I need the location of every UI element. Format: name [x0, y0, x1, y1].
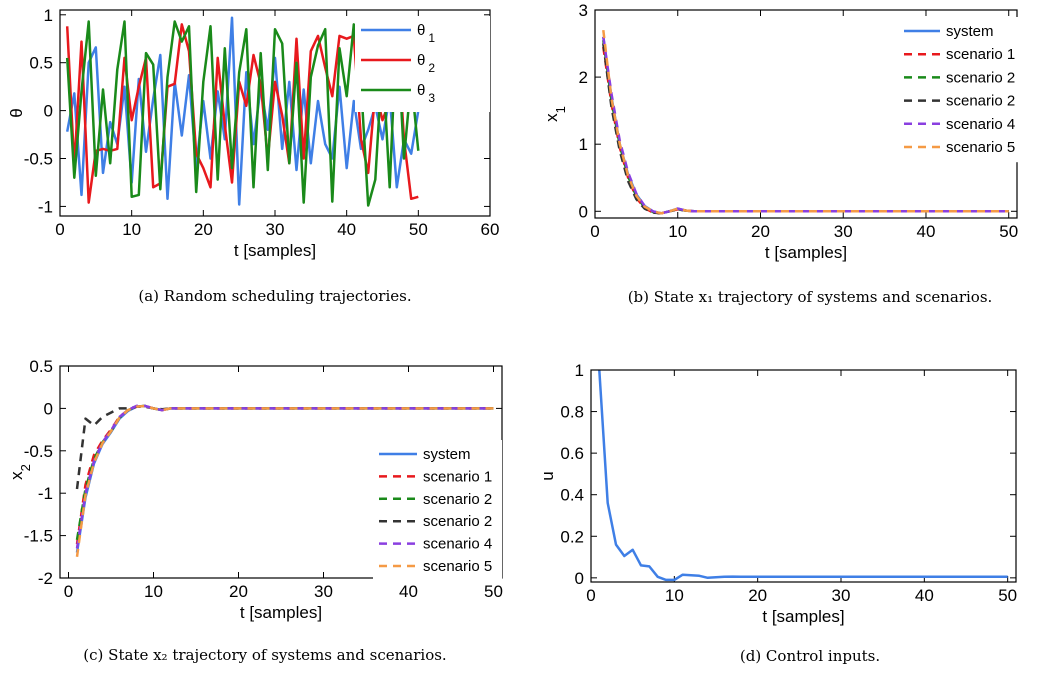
- legend-box: [355, 16, 490, 112]
- x-tick-label: 10: [122, 220, 141, 239]
- legend-entry: scenario 1: [423, 468, 492, 485]
- y-axis-label-subscript: 2: [18, 464, 33, 471]
- x-tick-label: 40: [915, 586, 934, 605]
- series-line-1: [598, 370, 1008, 582]
- legend-entry: scenario 4: [946, 116, 1015, 133]
- chart-panel-4: 0 10 20 30 40 50 0 0.2 0.4 0.6 0.8 1 t [samples] u (d)…: [538, 361, 1017, 665]
- y-tick-label: 0: [44, 399, 53, 418]
- plot-frame: [59, 9, 491, 217]
- x-tick-label: 20: [748, 586, 767, 605]
- plot-frame: [590, 369, 1017, 583]
- y-tick-label: 0.6: [560, 444, 584, 463]
- x-tick-label: 30: [832, 586, 851, 605]
- x-tick-label: 0: [55, 220, 64, 239]
- y-tick-label: 0.8: [560, 403, 584, 422]
- y-tick-label: -0.5: [24, 150, 53, 169]
- x-tick-label: 60: [481, 220, 500, 239]
- y-tick-label: -0.5: [24, 442, 53, 461]
- x-tick-label: 20: [229, 582, 248, 601]
- x-tick-label: 50: [409, 220, 428, 239]
- y-tick-label: 0: [575, 569, 584, 588]
- x-tick-label: 0: [64, 582, 73, 601]
- y-axis-label: x1: [542, 106, 568, 122]
- y-tick-label: 0.5: [29, 357, 53, 376]
- legend: system scenario 1 scenario 2 scenario 2 scen…: [373, 440, 502, 581]
- x-axis-label: t [samples]: [762, 607, 844, 626]
- x-tick-label: 50: [484, 582, 503, 601]
- y-tick-label: 0: [44, 102, 53, 121]
- x-tick-label: 30: [314, 582, 333, 601]
- y-tick-label: -2: [38, 569, 53, 588]
- y-axis-label: x2: [7, 464, 33, 480]
- y-tick-label: -1.5: [24, 527, 53, 546]
- x-tick-label: 20: [751, 222, 770, 241]
- x-tick-label: 40: [399, 582, 418, 601]
- y-tick-label: -1: [38, 197, 53, 216]
- series-line-6: [75, 404, 494, 557]
- x-axis-label: t [samples]: [765, 243, 847, 262]
- legend-entry: system: [423, 446, 471, 463]
- x-axis-label: t [samples]: [240, 603, 322, 622]
- y-tick-label: 0.2: [560, 527, 584, 546]
- legend-entry: scenario 1: [946, 46, 1015, 63]
- legend: system scenario 1 scenario 2 scenario 2 scen…: [898, 17, 1018, 163]
- figure-caption: (b) State x₁ trajectory of systems and s…: [628, 288, 993, 306]
- series-line-5: [75, 404, 494, 549]
- chart-panel-3: 0 10 20 30 40 50 -2 -1.5 -1 -0.5 0 0.5 t [samples] x2…: [7, 357, 503, 664]
- legend-entry-subscript: 3: [428, 91, 435, 105]
- x-tick-label: 30: [266, 220, 285, 239]
- y-tick-label: 1: [579, 135, 588, 154]
- figure-caption: (a) Random scheduling trajectories.: [138, 287, 411, 305]
- legend-box: [373, 440, 502, 581]
- y-tick-label: 0.5: [29, 54, 53, 73]
- x-axis-label: t [samples]: [234, 241, 316, 260]
- x-tick-label: 50: [998, 586, 1017, 605]
- chart-panel-1: 0 10 20 30 40 50 60 -1 -0.5 0 0.5 1 t [samples] θ θ 1θ 2…: [7, 6, 499, 305]
- y-tick-label: 1: [44, 6, 53, 25]
- x-tick-label: 10: [668, 222, 687, 241]
- figure-caption: (c) State x₂ trajectory of systems and s…: [83, 646, 446, 664]
- legend-entry: scenario 2: [423, 513, 492, 530]
- legend-box: [898, 17, 1018, 163]
- y-axis-label: θ: [7, 108, 26, 117]
- legend-entry: scenario 2: [423, 491, 492, 508]
- chart-panel-2: 0 10 20 30 40 50 0 1 2 3 t [samples] x1 system scenar…: [542, 1, 1018, 306]
- y-axis-label-subscript: 1: [553, 106, 568, 113]
- y-axis-label: u: [538, 471, 557, 480]
- x-tick-label: 0: [586, 586, 595, 605]
- x-tick-label: 10: [665, 586, 684, 605]
- series-line-5: [602, 36, 1009, 215]
- legend-entry: scenario 4: [423, 536, 492, 553]
- x-tick-label: 0: [590, 222, 599, 241]
- x-tick-label: 30: [834, 222, 853, 241]
- x-tick-label: 40: [917, 222, 936, 241]
- legend-entry: system: [946, 23, 994, 40]
- y-tick-label: -1: [38, 484, 53, 503]
- x-tick-label: 50: [999, 222, 1018, 241]
- y-tick-label: 1: [575, 361, 584, 380]
- x-tick-label: 20: [194, 220, 213, 239]
- x-tick-label: 40: [337, 220, 356, 239]
- legend-entry: scenario 2: [946, 93, 1015, 110]
- y-tick-label: 3: [579, 1, 588, 20]
- series-line-1: [65, 16, 420, 206]
- y-tick-label: 0: [579, 202, 588, 221]
- legend-entry: scenario 5: [946, 139, 1015, 156]
- series-line-6: [602, 29, 1009, 215]
- figure-caption: (d) Control inputs.: [740, 647, 880, 665]
- legend-entry-subscript: 2: [428, 61, 435, 75]
- legend-entry: scenario 5: [423, 558, 492, 575]
- legend-entry-subscript: 1: [428, 31, 435, 45]
- y-tick-label: 0.4: [560, 486, 584, 505]
- y-tick-label: 2: [579, 68, 588, 87]
- legend-entry: scenario 2: [946, 69, 1015, 86]
- x-tick-label: 10: [144, 582, 163, 601]
- legend: θ 1θ 2θ 3: [355, 16, 490, 112]
